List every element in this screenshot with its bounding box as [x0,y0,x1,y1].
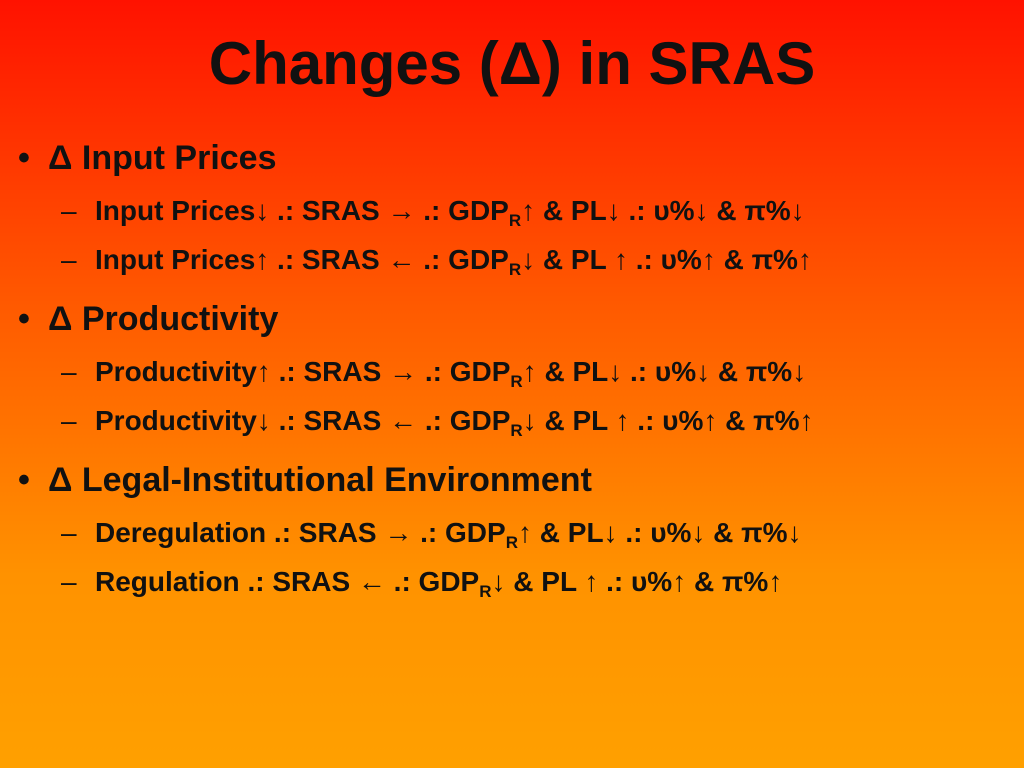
bullet-heading: Δ Legal-Institutional Environment [18,460,592,500]
text: Deregulation .: SRAS → .: GDP [95,517,506,548]
text: ↑ & PL↓ .: υ%↓ & π%↓ [517,517,802,548]
sub-bullet: Regulation .: SRAS ← .: GDPR↓ & PL ↑ .: … [61,565,783,609]
text: ↓ & PL ↑ .: υ%↑ & π%↑ [521,244,812,275]
slide-title: Changes (Δ) in SRAS [208,30,816,97]
text: Input Prices↑ .: SRAS ← .: GDP [95,244,509,275]
text: Productivity↓ .: SRAS ← .: GDP [95,405,511,436]
bullet-heading: Δ Input Prices [18,138,276,178]
subscript: R [479,582,492,601]
text: ↑ & PL↓ .: υ%↓ & π%↓ [521,195,805,226]
text: ↓ & PL ↑ .: υ%↑ & π%↑ [522,405,814,436]
text: Productivity↑ .: SRAS → .: GDP [95,356,511,387]
bullet-heading: Δ Productivity [18,299,278,339]
sub-bullet: Productivity↓ .: SRAS ← .: GDPR↓ & PL ↑ … [61,404,814,448]
text: Input Prices↓ .: SRAS → .: GDP [95,195,509,226]
text: ↑ & PL↓ .: υ%↓ & π%↓ [522,356,807,387]
subscript: R [505,533,518,552]
subscript: R [508,260,522,279]
sub-bullet: Input Prices↑ .: SRAS ← .: GDPR↓ & PL ↑ … [61,243,812,287]
sub-bullet: Input Prices↓ .: SRAS → .: GDPR↑ & PL↓ .… [61,194,805,238]
subscript: R [510,421,523,440]
sub-bullet: Deregulation .: SRAS → .: GDPR↑ & PL↓ .:… [61,516,802,560]
text: ↓ & PL ↑ .: υ%↑ & π%↑ [491,566,783,597]
subscript: R [510,372,523,391]
sub-bullet: Productivity↑ .: SRAS → .: GDPR↑ & PL↓ .… [61,355,807,399]
text: Regulation .: SRAS ← .: GDP [95,566,480,597]
subscript: R [508,211,522,230]
